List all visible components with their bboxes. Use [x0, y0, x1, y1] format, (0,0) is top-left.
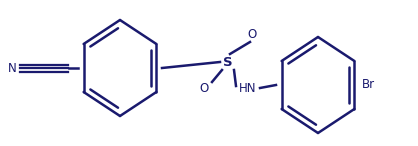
Text: S: S	[223, 55, 233, 68]
Text: Br: Br	[362, 79, 375, 92]
Text: N: N	[8, 61, 16, 74]
Text: O: O	[199, 81, 209, 94]
Text: HN: HN	[239, 81, 257, 94]
Text: O: O	[247, 27, 257, 40]
